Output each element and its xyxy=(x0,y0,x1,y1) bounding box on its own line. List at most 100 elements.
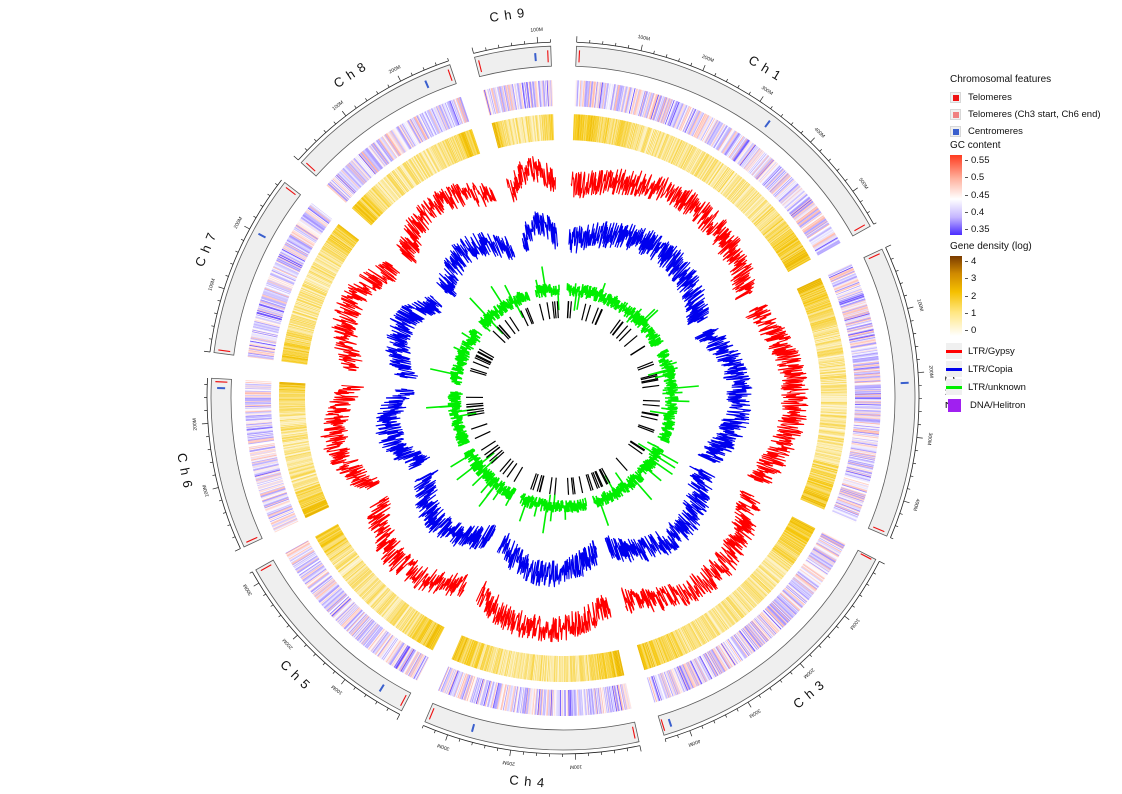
gene-bin xyxy=(382,596,400,618)
gene-bin xyxy=(480,644,489,670)
gene-bin xyxy=(720,602,737,624)
gc-bin xyxy=(809,228,833,243)
gc-bin xyxy=(573,689,576,716)
gc-bin xyxy=(245,409,272,412)
gc-bin xyxy=(834,281,860,292)
gene-bin xyxy=(283,443,310,450)
gc-bin xyxy=(784,587,805,606)
gene-bin xyxy=(800,287,826,299)
gc-bin xyxy=(694,114,708,138)
gc-bin xyxy=(719,129,734,152)
gc-bin xyxy=(485,681,493,707)
gc-bin xyxy=(253,463,279,471)
gc-bin xyxy=(599,687,605,714)
gc-bin xyxy=(372,631,389,653)
gene-bin xyxy=(787,523,811,538)
gene-bin xyxy=(666,634,678,659)
gc-bin xyxy=(285,241,310,255)
gene-bin xyxy=(330,234,352,251)
gene-bin xyxy=(375,591,394,612)
gc-bin xyxy=(309,574,332,592)
gc-bin xyxy=(854,375,881,378)
gene-bin xyxy=(286,331,313,339)
gene-bin xyxy=(675,629,689,654)
gc-bin xyxy=(288,237,312,252)
gc-bin xyxy=(542,689,545,716)
gc-bin xyxy=(625,683,632,709)
gene-bin xyxy=(820,379,847,382)
gene-bin xyxy=(734,590,753,611)
helitron-tile xyxy=(569,301,572,319)
axis-tick xyxy=(509,750,512,757)
gene-bin xyxy=(752,205,773,224)
gene-bin xyxy=(284,339,311,346)
gene-bin xyxy=(279,405,306,408)
gene-bin xyxy=(570,655,573,682)
gc-bin xyxy=(362,624,380,646)
gene-bin xyxy=(319,530,342,545)
gene-bin xyxy=(279,381,306,385)
gc-bin xyxy=(543,689,546,716)
gene-tick: 0 xyxy=(965,325,976,336)
gene-bin xyxy=(576,114,579,141)
gc-bin xyxy=(835,282,860,294)
gene-bin xyxy=(290,470,316,479)
gene-bin xyxy=(284,448,311,455)
gene-bin xyxy=(803,295,829,306)
unknown-baseline xyxy=(468,450,514,495)
gc-bin xyxy=(255,471,281,480)
gene-bin xyxy=(279,383,306,386)
gene-bin xyxy=(400,609,417,632)
gc-bin xyxy=(839,294,864,304)
gene-bin xyxy=(647,641,657,667)
gc-bin xyxy=(809,554,832,569)
gene-bin xyxy=(606,118,612,144)
gc-bin xyxy=(763,167,783,187)
gc-bin xyxy=(822,531,846,545)
gene-bin xyxy=(350,569,371,588)
gene-tick: 2 xyxy=(965,291,976,302)
axis-tick xyxy=(827,635,831,639)
gene-bin xyxy=(298,492,324,504)
gc-bin xyxy=(835,503,860,514)
helitron-tile xyxy=(466,402,484,406)
gc-bin xyxy=(670,102,681,127)
gc-bin xyxy=(344,166,364,186)
gc-bin xyxy=(673,103,685,129)
gene-bin xyxy=(819,426,846,431)
gene-bin xyxy=(316,256,340,271)
gene-bin xyxy=(817,441,843,448)
gc-bin xyxy=(292,229,316,245)
gene-bin xyxy=(741,192,761,213)
gene-bin xyxy=(819,422,846,426)
gc-bin xyxy=(318,584,340,603)
gene-bin xyxy=(645,642,656,667)
gc-bin xyxy=(738,144,756,166)
gc-bin xyxy=(849,454,876,461)
gc-bin xyxy=(507,685,514,712)
gene-bin xyxy=(764,220,786,238)
gc-bin xyxy=(365,626,383,648)
gc-bin xyxy=(255,473,282,482)
gene-bin xyxy=(815,450,842,457)
gc-bin xyxy=(697,656,711,681)
gc-bin xyxy=(349,161,368,182)
axis-tick xyxy=(375,701,378,705)
gene-bin xyxy=(765,557,787,575)
axis-tick xyxy=(903,500,910,504)
gc-bin xyxy=(282,247,306,262)
gc-bin xyxy=(363,625,381,647)
gc-bin xyxy=(408,653,423,677)
gene-bin xyxy=(280,420,307,424)
gc-bin xyxy=(572,689,574,716)
gene-bin xyxy=(813,330,840,338)
gene-bin xyxy=(670,632,682,657)
gene-bin xyxy=(819,420,846,424)
gc-bin xyxy=(742,627,760,649)
gc-bin xyxy=(848,330,874,337)
gene-bin xyxy=(707,611,723,634)
gene-bin xyxy=(734,185,753,206)
gc-bin xyxy=(710,123,725,147)
gene-bin xyxy=(818,429,845,434)
gc-bin xyxy=(336,174,356,194)
